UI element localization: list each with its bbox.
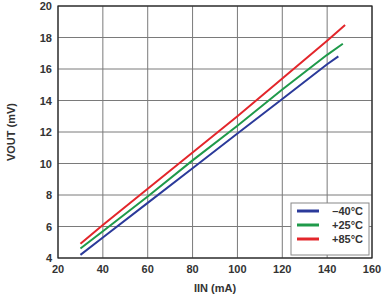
y-grid-line <box>58 132 372 133</box>
series-line <box>80 25 345 244</box>
y-grid-line <box>58 100 372 101</box>
x-tick-label: 40 <box>97 263 109 275</box>
x-tick-label: 160 <box>363 263 381 275</box>
legend-swatch <box>297 238 319 241</box>
y-tick-label: 4 <box>46 252 53 264</box>
x-tick-label: 60 <box>142 263 154 275</box>
y-tick-label: 8 <box>46 189 52 201</box>
plot-area <box>58 6 372 258</box>
x-tick-label: 120 <box>273 263 291 275</box>
x-tick-label: 80 <box>186 263 198 275</box>
legend-label: +85°C <box>332 233 363 245</box>
y-grid-line <box>58 163 372 164</box>
y-tick-label: 14 <box>40 95 53 107</box>
y-tick-label: 12 <box>40 126 52 138</box>
y-tick-label: 10 <box>40 158 52 170</box>
y-tick-label: 6 <box>46 221 52 233</box>
y-tick-label: 20 <box>40 0 52 12</box>
legend-label: +25°C <box>332 219 363 231</box>
y-axis-label: VOUT (mV) <box>5 103 17 161</box>
y-tick-label: 18 <box>40 32 52 44</box>
y-tick-label: 16 <box>40 63 52 75</box>
legend-box <box>291 203 369 255</box>
x-axis-label: IIN (mA) <box>194 282 237 294</box>
x-tick-label: 20 <box>52 263 64 275</box>
y-grid-line <box>58 69 372 70</box>
legend-label: –40°C <box>332 205 363 217</box>
legend-swatch <box>297 224 319 227</box>
legend: –40°C +25°C +85°C <box>291 203 369 255</box>
series-line <box>80 56 338 254</box>
y-grid-line <box>58 37 372 38</box>
y-grid-line <box>58 195 372 196</box>
plot-frame <box>58 6 372 258</box>
chart: 20 40 60 80 100 120 140 160 4 6 8 10 12 14 16 18 20 IIN (… <box>0 0 382 300</box>
legend-swatch <box>297 210 319 213</box>
grid <box>58 6 372 258</box>
x-tick-label: 140 <box>318 263 336 275</box>
x-tick-label: 100 <box>228 263 246 275</box>
